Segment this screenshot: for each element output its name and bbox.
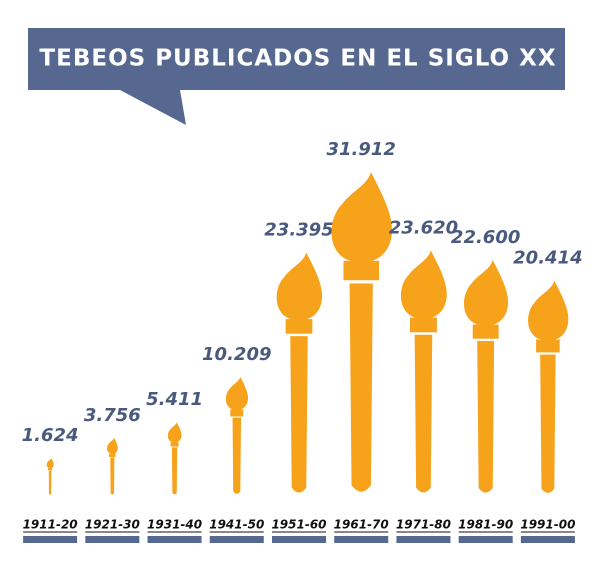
brush-flame [167,422,182,443]
brush-handle [110,457,115,495]
x-tick-label: 1911-20 [23,518,78,532]
brush-ferrule [343,260,379,281]
brush-flame [331,172,393,263]
brush [107,437,118,495]
brush-flame [276,252,323,321]
brush [331,172,393,492]
brush-flame [400,250,447,319]
brush-handle [171,447,178,495]
label-bar [147,536,202,543]
value-label: 3.756 [84,405,141,426]
brush-handle [349,283,373,492]
brush [464,259,509,493]
brush-ferrule [48,468,53,471]
chart-title: TEBEOS PUBLICADOS EN EL SIGLO XX [39,46,556,72]
brush [400,250,447,493]
label-bar [23,536,78,543]
value-label: 10.209 [202,344,271,365]
value-label: 20.414 [513,248,582,269]
brush-handle [414,334,433,493]
x-tick-label: 1981-90 [458,518,513,532]
brush-handle [540,354,556,493]
x-tick-label: 1921-30 [85,518,140,532]
brush-ferrule [170,442,179,447]
brush-handle [48,470,52,495]
label-bar [396,536,451,543]
label-bar [520,536,575,543]
brush-ferrule [409,317,437,333]
label-bar [209,536,264,543]
brush-ferrule [536,339,560,353]
x-tick-label: 1941-50 [209,518,264,532]
x-tick-label: 1991-00 [520,518,575,532]
value-label: 23.395 [264,219,333,240]
brush-handle [232,417,242,494]
value-label: 5.411 [146,389,203,410]
brush-ferrule [472,324,499,339]
brush [46,457,54,495]
x-tick-label: 1931-40 [147,518,202,532]
label-bar [85,536,140,543]
label-bar [458,536,513,543]
brush [167,422,182,495]
x-tick-label: 1961-70 [334,518,389,532]
brush-flame [46,457,54,469]
label-bar [272,536,326,543]
brush [276,252,323,493]
brush [225,376,249,494]
brush-ferrule [285,319,313,334]
brush-ferrule [230,409,244,417]
brush-flame [107,437,118,454]
value-label: 31.912 [326,139,395,160]
title-banner [28,28,565,125]
x-tick-label: 1951-60 [271,518,326,532]
label-bar [334,536,389,543]
value-label: 22.600 [451,227,520,248]
brush-handle [477,341,495,493]
brush-flame [225,376,249,410]
value-label: 1.624 [22,425,79,446]
brush [528,280,569,493]
brush-flame [464,259,509,326]
brush-handle [290,336,308,493]
brush-ferrule [109,453,116,457]
value-label: 23.620 [389,217,458,238]
x-tick-label: 1971-80 [396,518,451,532]
brush-flame [528,280,569,341]
